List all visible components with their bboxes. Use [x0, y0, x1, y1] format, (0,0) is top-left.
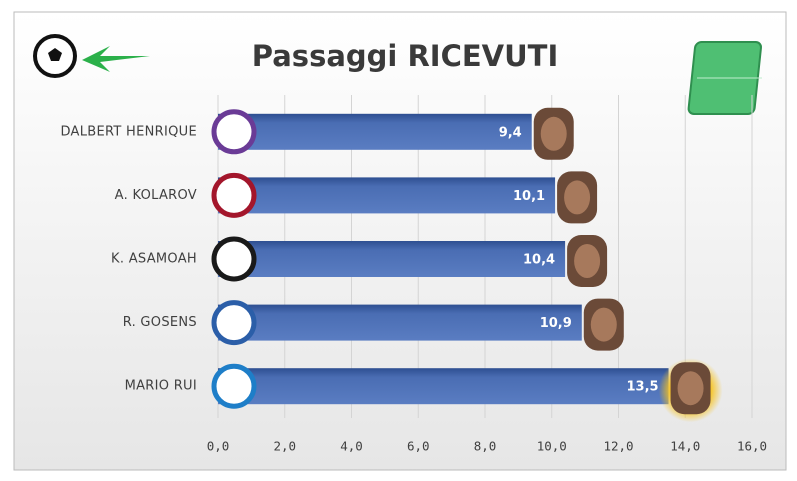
team-logo [214, 175, 254, 215]
x-tick-label: 4,0 [340, 439, 363, 454]
field-icon [688, 42, 762, 114]
y-tick-label: A. KOLAROV [115, 188, 197, 203]
chart: Passaggi RICEVUTI 0,0 2,0 4,0 6,0 8,0 10,0 12,… [0, 0, 797, 481]
x-tick-label: 12,0 [603, 439, 633, 454]
x-tick-label: 6,0 [407, 439, 430, 454]
value-label: 13,5 [626, 380, 658, 395]
value-label: 10,1 [513, 189, 545, 204]
bar [218, 368, 669, 404]
x-tick-label: 8,0 [474, 439, 497, 454]
x-tick-label: 0,0 [207, 439, 230, 454]
x-tick-label: 10,0 [537, 439, 567, 454]
value-label: 9,4 [499, 125, 522, 140]
player-face [541, 117, 567, 151]
player-face [564, 180, 590, 214]
bar [218, 241, 565, 277]
bar [218, 305, 582, 341]
player-face [591, 308, 617, 342]
team-logo [214, 366, 254, 406]
x-tick-label: 14,0 [670, 439, 700, 454]
bar [218, 177, 555, 213]
team-logo [214, 239, 254, 279]
chart-title: Passaggi RICEVUTI [252, 39, 558, 73]
y-tick-label: MARIO RUI [125, 379, 197, 394]
team-logo [214, 303, 254, 343]
bar [218, 114, 532, 150]
value-label: 10,9 [540, 316, 572, 331]
value-label: 10,4 [523, 253, 555, 268]
x-tick-label: 16,0 [737, 439, 767, 454]
y-tick-label: DALBERT HENRIQUE [60, 124, 197, 139]
player-face [678, 371, 704, 405]
player-face [574, 244, 600, 278]
y-tick-label: K. ASAMOAH [111, 252, 197, 267]
x-tick-label: 2,0 [273, 439, 296, 454]
team-logo [214, 112, 254, 152]
y-tick-label: R. GOSENS [123, 315, 197, 330]
